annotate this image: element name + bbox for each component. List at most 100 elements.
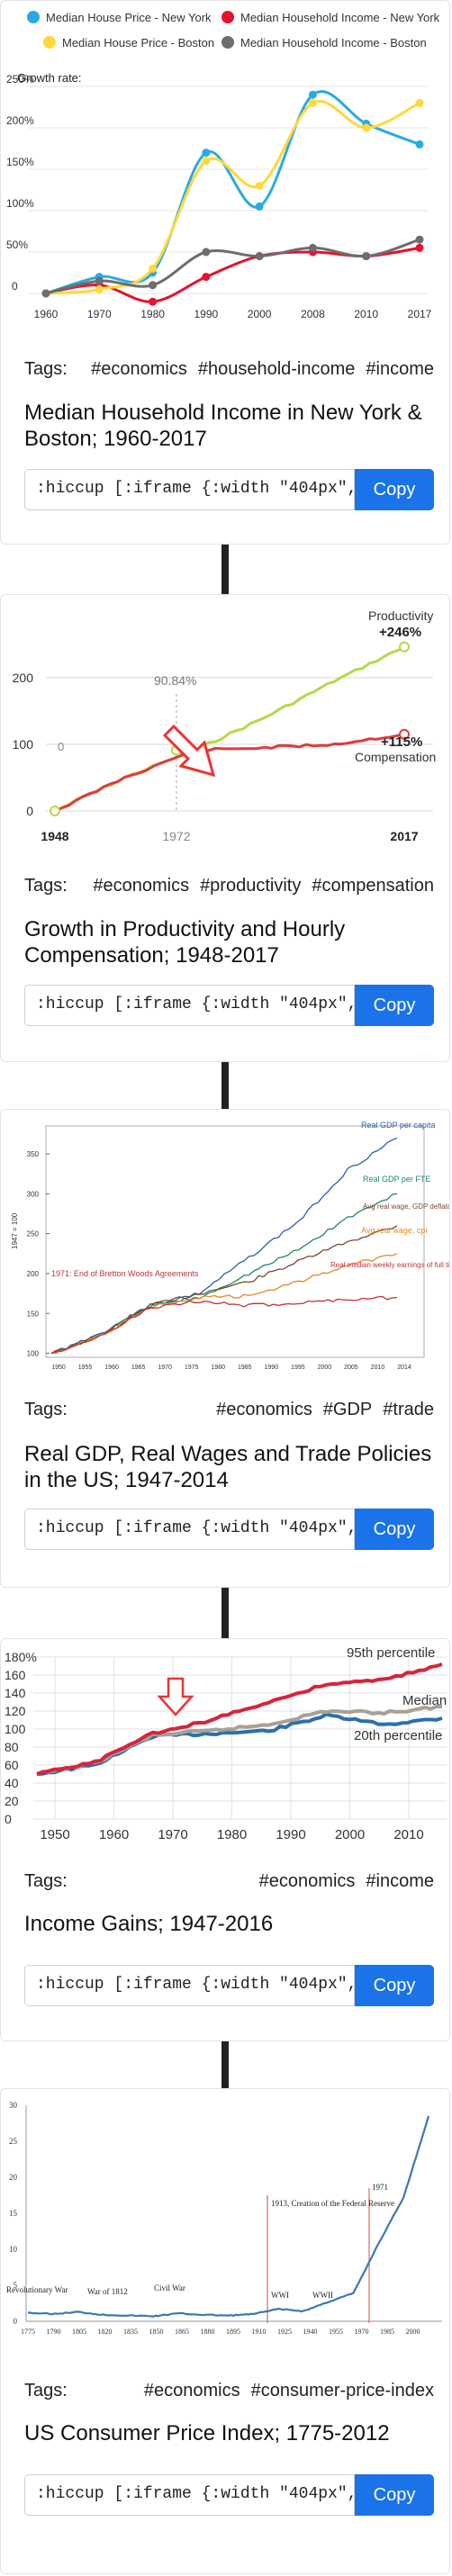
connector <box>221 1588 229 1638</box>
y-tick-label: 80 <box>5 1740 19 1754</box>
annotations: Revolutionary War War of 1812 Civil War … <box>6 2183 394 2300</box>
x-tick-label: 2005 <box>344 1365 358 1371</box>
tag-link[interactable]: #trade <box>383 1400 434 1419</box>
ann-line: Civil War <box>154 2283 185 2292</box>
chart-5-cpi: 0 5 10 15 20 25 30 Revolutionary War War of 18… <box>6 2101 442 2336</box>
embed-code-input[interactable]: :hiccup [:iframe {:width "404px", :heigh… <box>24 1965 355 2006</box>
x-tick-label: 1990 <box>265 1365 279 1371</box>
x-tick-label: 1820 <box>98 2328 113 2336</box>
x-tick-label: 1970 <box>355 2328 369 2336</box>
copy-button[interactable]: Copy <box>355 2474 434 2516</box>
embed-code-input[interactable]: :hiccup [:iframe {:width "404px", :heigh… <box>24 469 355 510</box>
legend-dot-ny-income <box>221 11 234 23</box>
y-tick-label: 160 <box>5 1668 26 1682</box>
annotation-start: 0 <box>58 740 64 753</box>
x-tick-label: 1835 <box>123 2328 138 2336</box>
y-tick-label: 60 <box>5 1758 19 1772</box>
x-tick-label: 1955 <box>329 2328 343 2336</box>
series-line <box>45 100 420 295</box>
y-tick-label: 250 <box>27 1230 40 1238</box>
legend-label-boston-income: Median Household Income - Boston <box>240 36 427 50</box>
x-tick-label: 1925 <box>277 2328 292 2336</box>
chart-title: Real GDP, Real Wages and Trade Policies … <box>24 1442 432 1492</box>
label-wage-cpi: Avg real wage, cpi <box>361 1226 427 1235</box>
x-tick-label: 1985 <box>238 1365 252 1371</box>
x-tick-label: 2017 <box>390 829 418 843</box>
y-tick-label: 200% <box>6 114 34 127</box>
x-tick-label: 1865 <box>175 2328 189 2336</box>
y-tick-label: 15 <box>9 2209 18 2218</box>
data-point <box>95 284 104 293</box>
x-tick-label: 1990 <box>194 308 219 320</box>
chart-2-productivity: 0 100 200 0 90.84% Productivity +246% +115… <box>13 608 437 843</box>
y-tick-label: 30 <box>9 2101 18 2110</box>
label-gdp-per-fte: Real GDP per FTE <box>363 1175 430 1184</box>
annotation-1972: 90.84% <box>154 673 196 688</box>
copy-button[interactable]: Copy <box>355 985 434 1026</box>
copy-button[interactable]: Copy <box>355 1509 434 1550</box>
y-tick-label: 20 <box>5 1794 19 1808</box>
connector <box>221 1062 229 1109</box>
embed-code-input[interactable]: :hiccup [:iframe {:width "404px", :heigh… <box>24 1509 355 1550</box>
tag-link[interactable]: #income <box>366 359 434 379</box>
data-point <box>399 641 410 653</box>
x-tick-label: 1985 <box>380 2328 394 2336</box>
tag-link[interactable]: #economics <box>143 2381 240 2400</box>
x-tick-label: 2010 <box>393 1827 423 1842</box>
label-gdp-per-capita: Real GDP per capita <box>361 1121 435 1130</box>
tag-link[interactable]: #income <box>366 1871 434 1891</box>
data-point <box>202 248 211 257</box>
x-tick-label: 1948 <box>41 829 68 843</box>
x-tick-label: 2000 <box>318 1365 332 1371</box>
y-tick-label: 20 <box>9 2173 18 2182</box>
tag-link[interactable]: #economics <box>216 1400 312 1419</box>
annotation-revolutionary-war: Revolutionary War <box>6 2285 68 2294</box>
embed-code-input[interactable]: :hiccup [:iframe {:width "404px", :heigh… <box>24 2474 355 2516</box>
data-point <box>202 157 211 166</box>
copy-button[interactable]: Copy <box>355 469 434 510</box>
tag-link[interactable]: #compensation <box>312 876 434 896</box>
x-tick-label: 1960 <box>99 1827 129 1842</box>
x-tick-label: 1940 <box>303 2328 318 2336</box>
legend-label-ny-income: Median Household Income - New York <box>240 11 440 24</box>
tag-link[interactable]: #economics <box>93 876 190 896</box>
connector <box>221 2041 229 2088</box>
tag-link[interactable]: #household-income <box>197 359 356 379</box>
embed-code-input[interactable]: :hiccup [:iframe {:width "404px", :heigh… <box>24 985 355 1026</box>
tags-label: Tags: <box>24 359 68 379</box>
x-tick-label: 1995 <box>291 1365 305 1371</box>
x-tick-label: 1910 <box>252 2328 267 2336</box>
tags-row: Tags: #economics #productivity #compensa… <box>24 876 434 896</box>
annotation-bretton-woods: 1971: End of Bretton Woods Agreements <box>51 1269 199 1278</box>
series-line <box>36 1662 443 1776</box>
tag-link[interactable]: #economics <box>91 359 187 379</box>
chart-4-income-gains: 0 20 40 60 80 100 120 140 160 180% 95th percentil… <box>5 1645 447 1842</box>
data-point <box>415 243 424 252</box>
tag-link[interactable]: #GDP <box>322 1400 373 1419</box>
y-tick-label: 200 <box>13 671 34 685</box>
x-tick-label: 1970 <box>158 1827 187 1842</box>
tags-row: Tags: #economics #income <box>24 1871 434 1892</box>
ann-line: War of 1812 <box>87 2287 128 2296</box>
annotations: 0 90.84% Productivity +246% +115% Compen… <box>58 608 436 778</box>
tag-link[interactable]: #productivity <box>200 876 302 896</box>
data-point <box>149 281 158 290</box>
x-tick-label: 1970 <box>87 308 112 320</box>
label-wage-deflator: Avg real wage, GDP deflator <box>363 1202 450 1211</box>
chart-title: Income Gains; 1947-2016 <box>24 1912 274 1936</box>
legend: Median House Price - New York Median Hou… <box>27 11 440 50</box>
embed-row: :hiccup [:iframe {:width "404px", :heigh… <box>24 469 434 510</box>
copy-button[interactable]: Copy <box>355 1965 434 2006</box>
tags-label: Tags: <box>24 1871 68 1891</box>
tag-link[interactable]: #consumer-price-index <box>250 2381 434 2400</box>
arrow-annotation <box>157 1677 194 1716</box>
x-tick-label: 1950 <box>51 1365 66 1371</box>
y-tick-label: 350 <box>27 1150 40 1158</box>
data-point <box>415 235 424 244</box>
x-tick-label: 1790 <box>47 2328 61 2336</box>
y-tick-label: 0 <box>26 804 33 818</box>
x-tick-label: 2000 <box>335 1827 365 1842</box>
y-tick-label: 200 <box>27 1270 40 1278</box>
x-tick-label: 1955 <box>78 1365 93 1371</box>
tag-link[interactable]: #economics <box>258 1871 356 1891</box>
